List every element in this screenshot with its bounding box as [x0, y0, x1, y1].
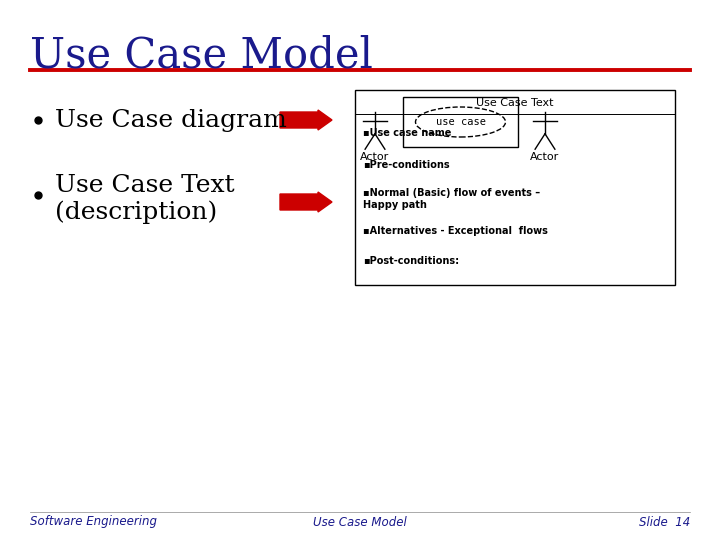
Text: Actor: Actor	[361, 152, 390, 162]
Text: Use Case diagram: Use Case diagram	[55, 109, 287, 132]
FancyArrow shape	[280, 192, 332, 212]
Text: use case: use case	[436, 117, 485, 127]
Text: ▪Use case name: ▪Use case name	[363, 128, 451, 138]
FancyArrow shape	[280, 110, 332, 130]
Bar	[403, 97, 518, 147]
Text: Software Engineering: Software Engineering	[30, 516, 157, 529]
Text: ▪Normal (Basic) flow of events –
Happy path: ▪Normal (Basic) flow of events – Happy p…	[363, 188, 540, 210]
Text: Use Case Text: Use Case Text	[476, 98, 554, 108]
Bar	[355, 90, 675, 285]
Text: Slide  14: Slide 14	[639, 516, 690, 529]
Text: ▪Alternatives - Exceptional  flows: ▪Alternatives - Exceptional flows	[363, 226, 548, 236]
Text: ▪Pre-conditions: ▪Pre-conditions	[363, 160, 449, 170]
Text: (description): (description)	[55, 200, 217, 224]
Text: Use Case Text: Use Case Text	[55, 173, 235, 197]
Text: ▪Post-conditions:: ▪Post-conditions:	[363, 256, 459, 266]
Text: Use Case Model: Use Case Model	[313, 516, 407, 529]
Text: Actor: Actor	[531, 152, 559, 162]
Text: Use Case Model: Use Case Model	[30, 35, 373, 77]
